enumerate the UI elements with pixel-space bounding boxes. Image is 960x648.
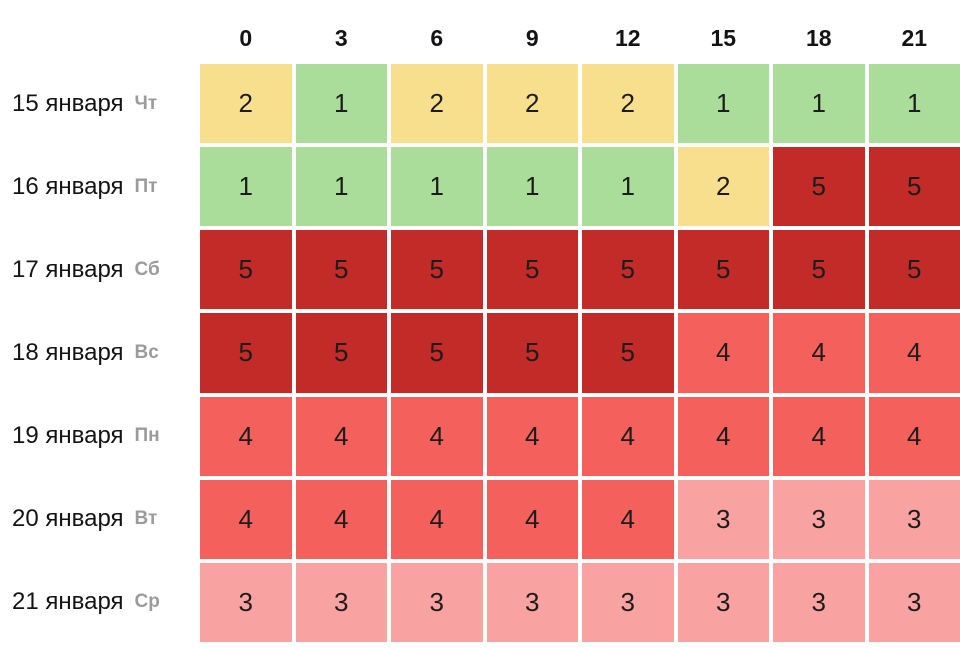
- heatmap-cell: 4: [486, 396, 578, 476]
- hour-column-header: 0: [239, 25, 253, 51]
- date-label: 17 января: [12, 255, 124, 283]
- hour-column-header: 3: [334, 25, 348, 51]
- heatmap-cell: 5: [486, 230, 578, 310]
- row-label: 20 января Вт: [0, 480, 196, 559]
- hour-column-header: 12: [614, 25, 641, 51]
- date-label: 19 января: [12, 422, 124, 450]
- row-label: 16 января Пт: [0, 147, 196, 226]
- weekday-label: Вс: [134, 341, 159, 363]
- heatmap-cell: 4: [391, 479, 483, 559]
- heatmap-cell: 4: [677, 396, 769, 476]
- heatmap-cell: 2: [677, 147, 769, 227]
- heatmap-cell: 5: [582, 313, 674, 393]
- heatmap-cell: 2: [391, 64, 483, 144]
- date-label: 18 января: [12, 338, 124, 366]
- heatmap-cell: 1: [868, 64, 960, 144]
- heatmap-cell: 4: [200, 479, 292, 559]
- heatmap-cell: 5: [582, 230, 674, 310]
- weekday-label: Вт: [134, 508, 158, 530]
- heatmap-cell: 4: [773, 396, 865, 476]
- hour-column-header: 6: [430, 25, 444, 51]
- heatmap-cell: 3: [773, 479, 865, 559]
- heatmap-cell: 4: [200, 396, 292, 476]
- heatmap-cell: 2: [582, 64, 674, 144]
- heatmap-cell: 4: [295, 479, 387, 559]
- heatmap-cell: 4: [486, 479, 578, 559]
- heatmap-cell: 1: [391, 147, 483, 227]
- row-label: 21 января Ср: [0, 563, 196, 642]
- heatmap-cell: 3: [868, 562, 960, 642]
- date-label: 21 января: [12, 588, 124, 616]
- heatmap-cell: 3: [677, 479, 769, 559]
- heatmap-cell: 4: [677, 313, 769, 393]
- heatmap-cell: 5: [868, 230, 960, 310]
- hour-column-header: 18: [805, 25, 832, 51]
- corner-spacer: [0, 0, 196, 60]
- heatmap-cell: 5: [200, 313, 292, 393]
- heatmap-cell: 4: [582, 479, 674, 559]
- row-label: 18 января Вс: [0, 313, 196, 392]
- hour-column-header: 15: [710, 25, 737, 51]
- heatmap-cell: 4: [391, 396, 483, 476]
- heatmap-cell: 4: [582, 396, 674, 476]
- heatmap-cell: 4: [295, 396, 387, 476]
- heatmap-cell: 1: [486, 147, 578, 227]
- heatmap-cell: 5: [677, 230, 769, 310]
- weekday-label: Ср: [134, 591, 160, 613]
- heatmap-cell: 4: [868, 396, 960, 476]
- weekday-label: Чт: [134, 92, 158, 114]
- weekday-label: Пт: [134, 175, 158, 197]
- heatmap-cell: 4: [868, 313, 960, 393]
- heatmap-cell: 5: [295, 230, 387, 310]
- weekday-label: Пн: [134, 425, 160, 447]
- heatmap-cell: 1: [582, 147, 674, 227]
- heatmap-cell: 1: [200, 147, 292, 227]
- heatmap-cell: 5: [773, 230, 865, 310]
- heatmap-cell: 2: [486, 64, 578, 144]
- date-label: 16 января: [12, 172, 124, 200]
- heatmap-cell: 5: [200, 230, 292, 310]
- hour-column-header: 9: [525, 25, 539, 51]
- date-label: 15 января: [12, 89, 124, 117]
- row-label: 17 января Сб: [0, 230, 196, 309]
- heatmap-cell: 3: [773, 562, 865, 642]
- heatmap-cell: 5: [391, 313, 483, 393]
- heatmap-cell: 5: [773, 147, 865, 227]
- heatmap-cell: 4: [773, 313, 865, 393]
- heatmap-cell: 3: [868, 479, 960, 559]
- heatmap-cell: 1: [773, 64, 865, 144]
- heatmap-cell: 5: [295, 313, 387, 393]
- heatmap-cell: 1: [295, 64, 387, 144]
- heatmap-cell: 3: [677, 562, 769, 642]
- heatmap-cell: 3: [391, 562, 483, 642]
- heatmap-cell: 2: [200, 64, 292, 144]
- heatmap-cell: 5: [868, 147, 960, 227]
- row-label: 15 января Чт: [0, 64, 196, 143]
- heatmap-cell: 5: [486, 313, 578, 393]
- heatmap-cell: 5: [391, 230, 483, 310]
- heatmap-cell: 3: [200, 562, 292, 642]
- date-label: 20 января: [12, 505, 124, 533]
- weekday-label: Сб: [134, 258, 160, 280]
- heatmap-cell: 3: [486, 562, 578, 642]
- heatmap-cell: 1: [295, 147, 387, 227]
- row-label: 19 января Пн: [0, 397, 196, 476]
- heatmap-cell: 1: [677, 64, 769, 144]
- hour-column-header: 21: [901, 25, 928, 51]
- heatmap-cell: 3: [295, 562, 387, 642]
- heatmap-cell: 3: [582, 562, 674, 642]
